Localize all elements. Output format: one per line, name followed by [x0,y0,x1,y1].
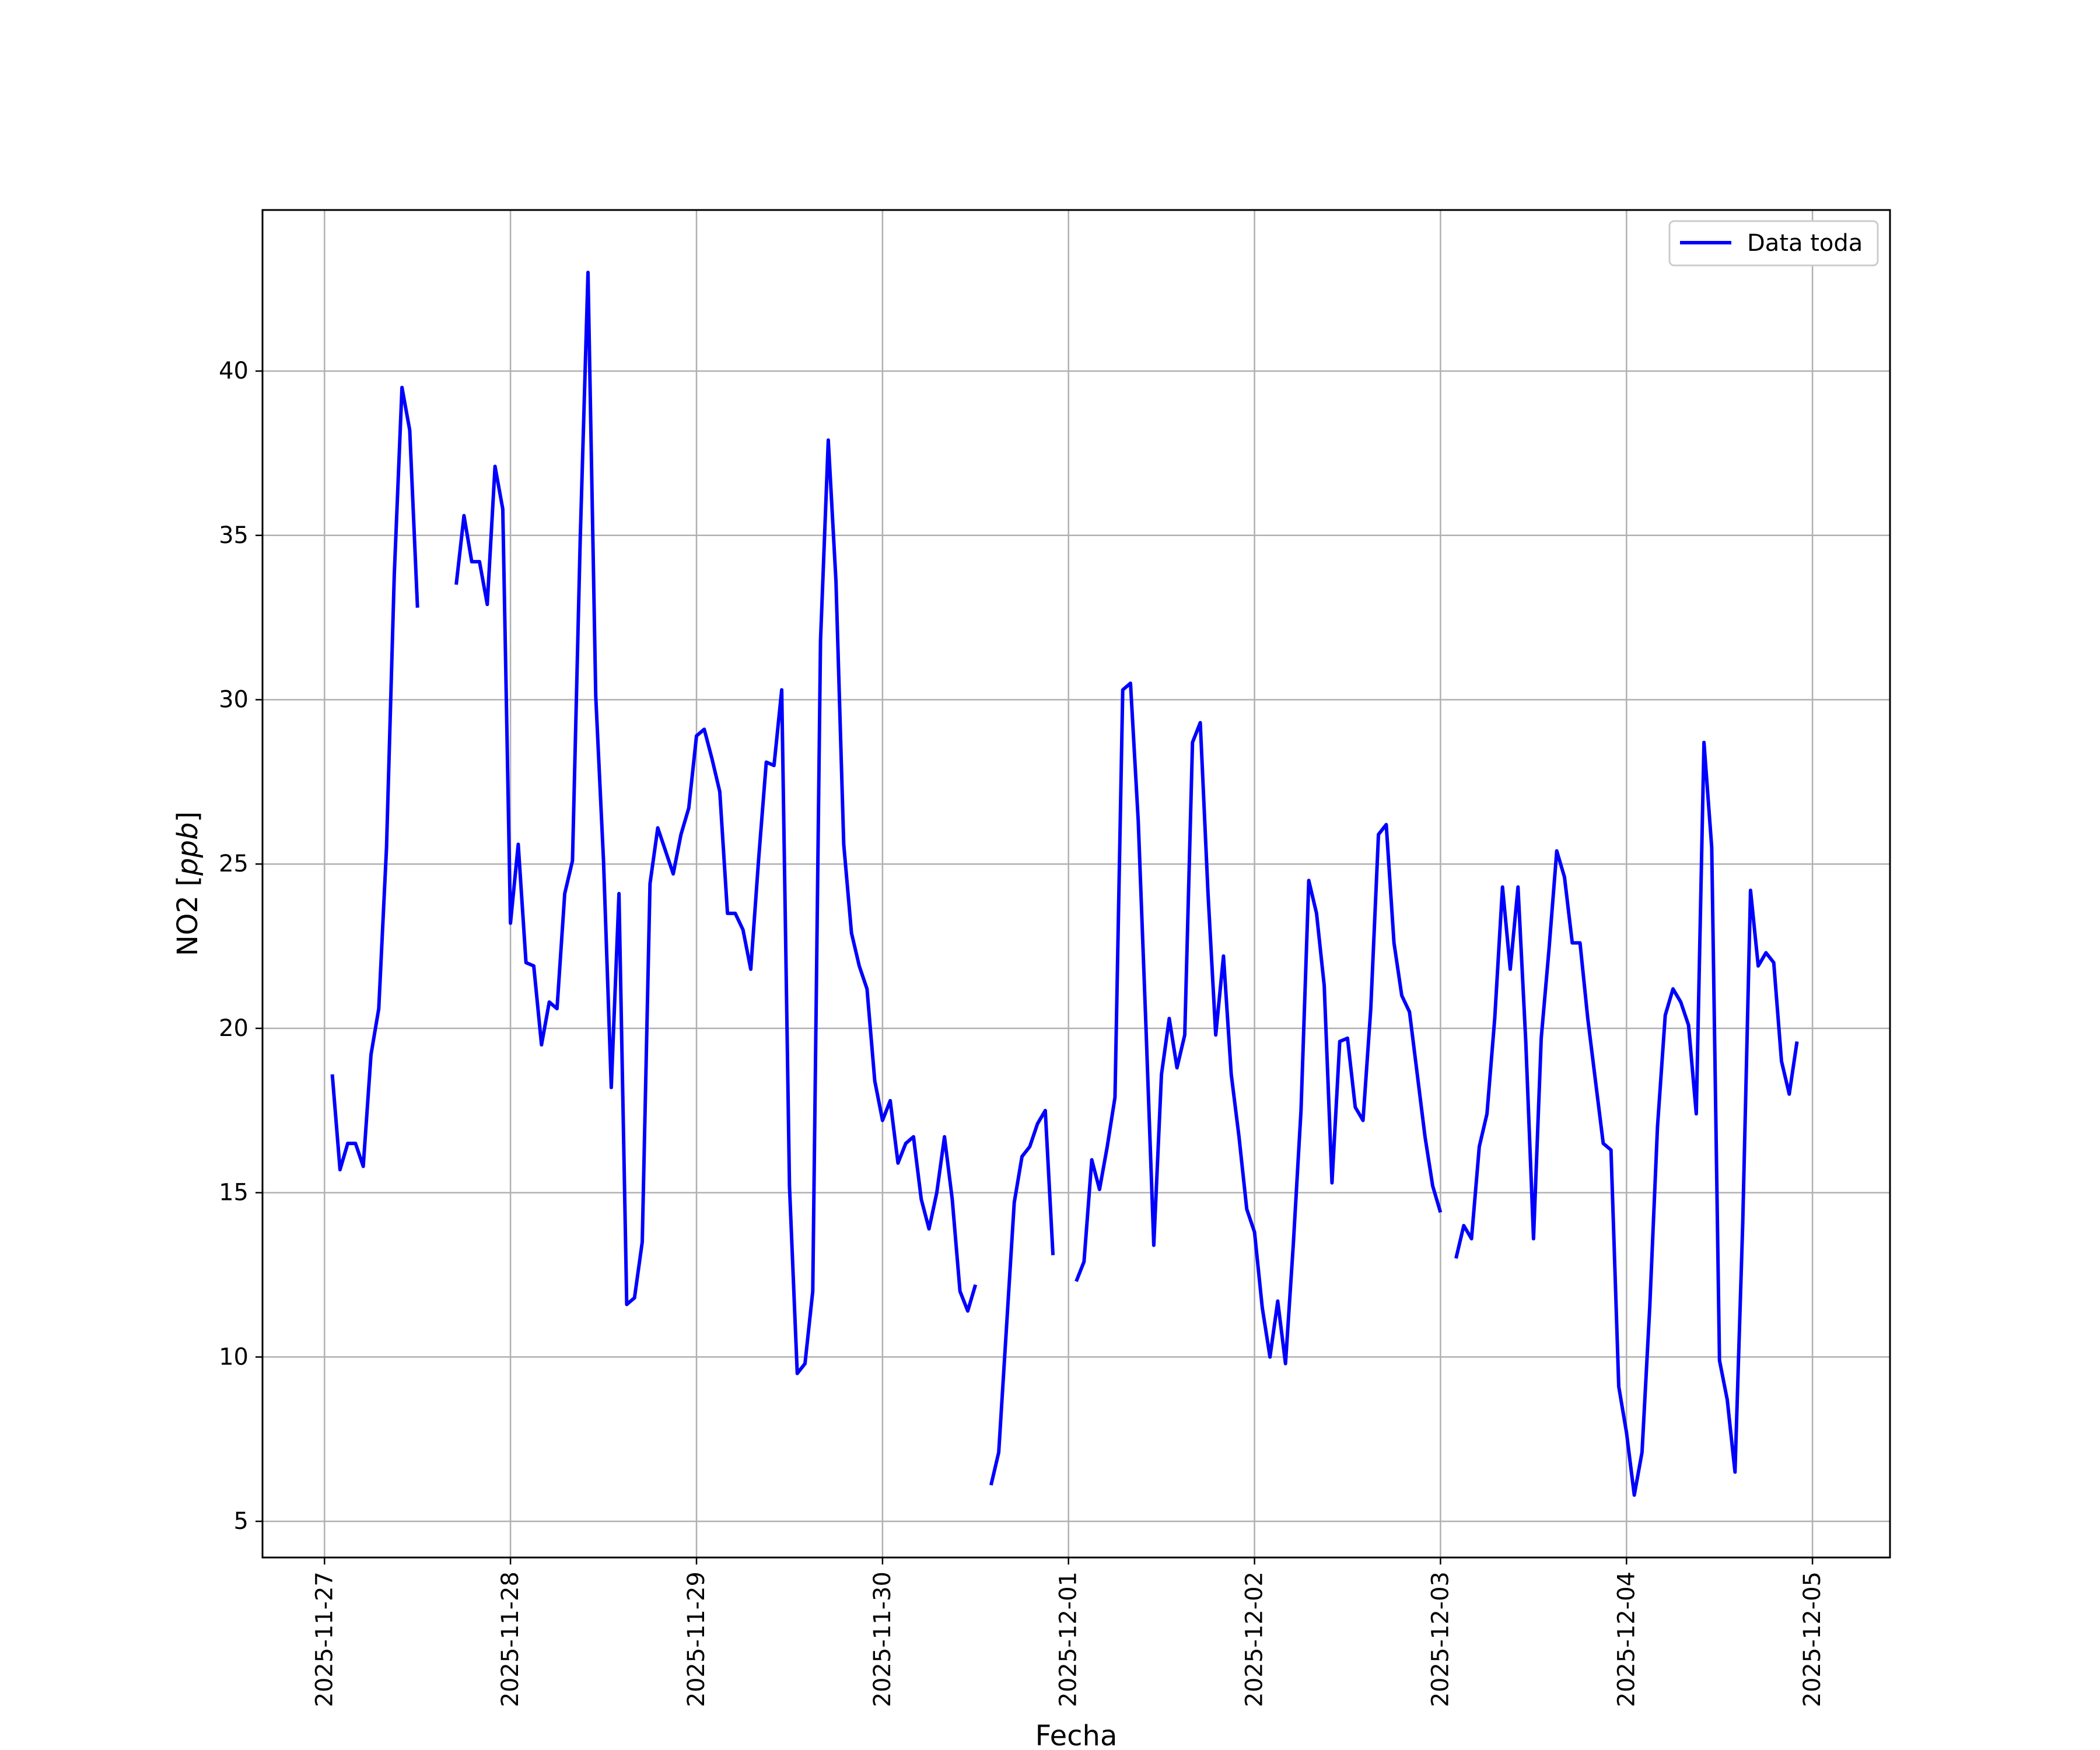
x-tick-label: 2025-12-05 [1799,1572,1826,1707]
x-tick-label: 2025-12-04 [1613,1572,1640,1707]
series-line-segment [330,386,419,1172]
plot-area-background [262,210,1890,1558]
x-axis: 2025-11-27 2025-11-28 2025-11-29 2025-11-30… [311,1558,1826,1707]
x-axis-label: Fecha [1035,1720,1118,1750]
x-tick-label: 2025-12-02 [1241,1572,1268,1707]
y-axis-label: NO2 [ppb] [172,811,204,956]
legend-box [1668,220,1879,267]
series-line-segment [989,1108,1055,1486]
y-tick-label: 5 [234,1508,249,1535]
x-tick-label: 2025-11-30 [869,1572,896,1707]
series-line-segment [454,271,978,1376]
y-tick-label: 10 [219,1343,249,1370]
x-tick-label: 2025-12-01 [1055,1572,1082,1707]
series-layer [330,271,1799,1497]
y-tick-label: 25 [219,850,249,877]
legend: Data toda [1668,220,1879,267]
x-tick-label: 2025-11-28 [497,1572,524,1707]
y-tick-label: 35 [219,522,249,549]
x-tick-label: 2025-12-03 [1427,1572,1454,1707]
y-tick-label: 15 [219,1180,249,1206]
y-tick-label: 40 [219,358,249,384]
series-line-segment [1074,681,1443,1366]
plot-frame [261,209,1891,1559]
x-tick-label: 2025-11-27 [311,1572,338,1707]
series-line-segment [1454,740,1799,1497]
y-tick-label: 20 [219,1015,249,1042]
y-axis: 5 10 15 20 25 30 35 40 [219,358,262,1535]
legend-label: Data toda [1747,230,1863,257]
x-tick-label: 2025-11-29 [683,1572,710,1707]
grid [262,210,1890,1558]
y-tick-label: 30 [219,687,249,713]
